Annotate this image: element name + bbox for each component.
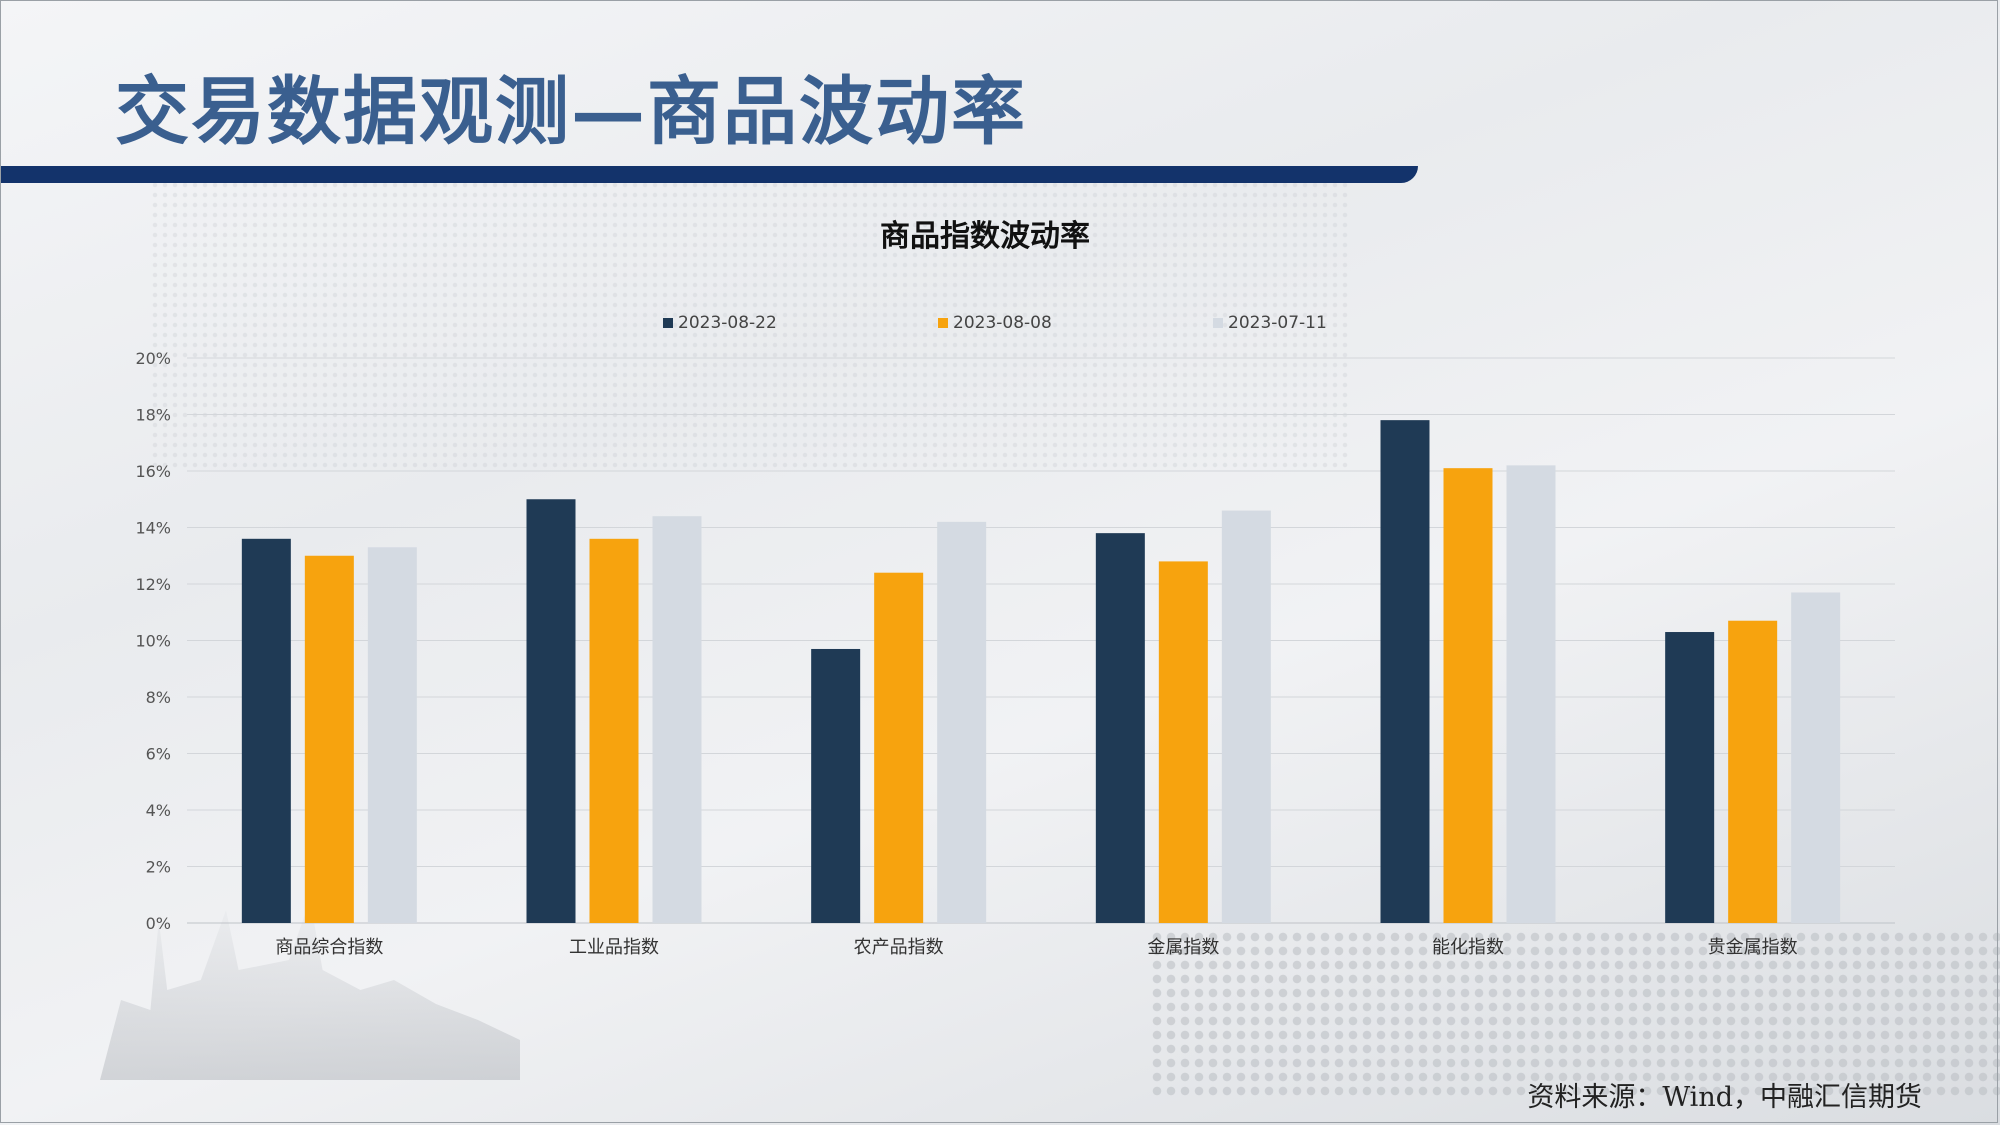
slide-title: 交易数据观测—商品波动率 (115, 69, 1027, 155)
bar-2 (1443, 468, 1493, 923)
bar-2 (304, 555, 354, 923)
bar-2 (874, 572, 924, 923)
y-tick-label: 10% (135, 632, 171, 651)
bar-3 (1791, 592, 1841, 923)
bar-2 (1158, 561, 1208, 923)
legend-item-series-2: 2023-08-08 (938, 313, 1052, 333)
legend-label-series-2: 2023-08-08 (953, 313, 1052, 333)
y-tick-label: 2% (146, 858, 171, 877)
y-tick-label: 16% (135, 462, 171, 481)
chart-title: 商品指数波动率 (880, 219, 1090, 254)
x-category-label: 商品综合指数 (275, 937, 383, 958)
chart-legend: 2023-08-22 2023-08-08 2023-07-11 (0, 313, 2000, 341)
bar-1 (1095, 533, 1145, 923)
title-underline-bar (0, 166, 1418, 183)
y-tick-label: 6% (146, 745, 171, 764)
bar-3 (1221, 510, 1271, 923)
y-tick-label: 12% (135, 575, 171, 594)
bar-1 (1665, 632, 1715, 923)
x-category-label: 贵金属指数 (1708, 937, 1798, 958)
y-tick-label: 8% (146, 688, 171, 707)
bar-1 (1380, 420, 1430, 923)
y-tick-label: 14% (135, 519, 171, 538)
legend-item-series-3: 2023-07-11 (1213, 313, 1327, 333)
x-category-label: 工业品指数 (569, 937, 659, 958)
x-category-label: 农产品指数 (854, 937, 944, 958)
x-category-label: 金属指数 (1147, 937, 1219, 958)
bar-1 (241, 538, 291, 923)
bar-2 (589, 538, 639, 923)
legend-item-series-1: 2023-08-22 (663, 313, 777, 333)
y-tick-label: 0% (146, 914, 171, 933)
y-tick-label: 4% (146, 801, 171, 820)
bar-3 (652, 516, 702, 923)
legend-label-series-3: 2023-07-11 (1228, 313, 1327, 333)
bar-1 (811, 648, 861, 923)
y-tick-label: 18% (135, 406, 171, 425)
bar-3 (937, 521, 987, 923)
bar-3 (367, 547, 417, 923)
y-tick-label: 20% (135, 349, 171, 368)
world-map-dots-decoration (150, 170, 1350, 470)
legend-label-series-1: 2023-08-22 (678, 313, 777, 333)
bar-2 (1728, 620, 1778, 923)
bar-1 (526, 499, 576, 923)
legend-swatch-series-1 (663, 318, 673, 328)
legend-swatch-series-3 (1213, 318, 1223, 328)
bar-3 (1506, 465, 1556, 923)
globe-dots-decoration (1150, 930, 2000, 1100)
legend-swatch-series-2 (938, 318, 948, 328)
data-source-note: 资料来源：Wind，中融汇信期货 (1527, 1082, 1922, 1113)
bar-chart: 0% 2% 4% 6% 8% 10% 12% 14% 16% 18% 20% 商品综合指数 工业品指数 农… (135, 349, 1895, 958)
x-category-label: 能化指数 (1432, 937, 1504, 958)
